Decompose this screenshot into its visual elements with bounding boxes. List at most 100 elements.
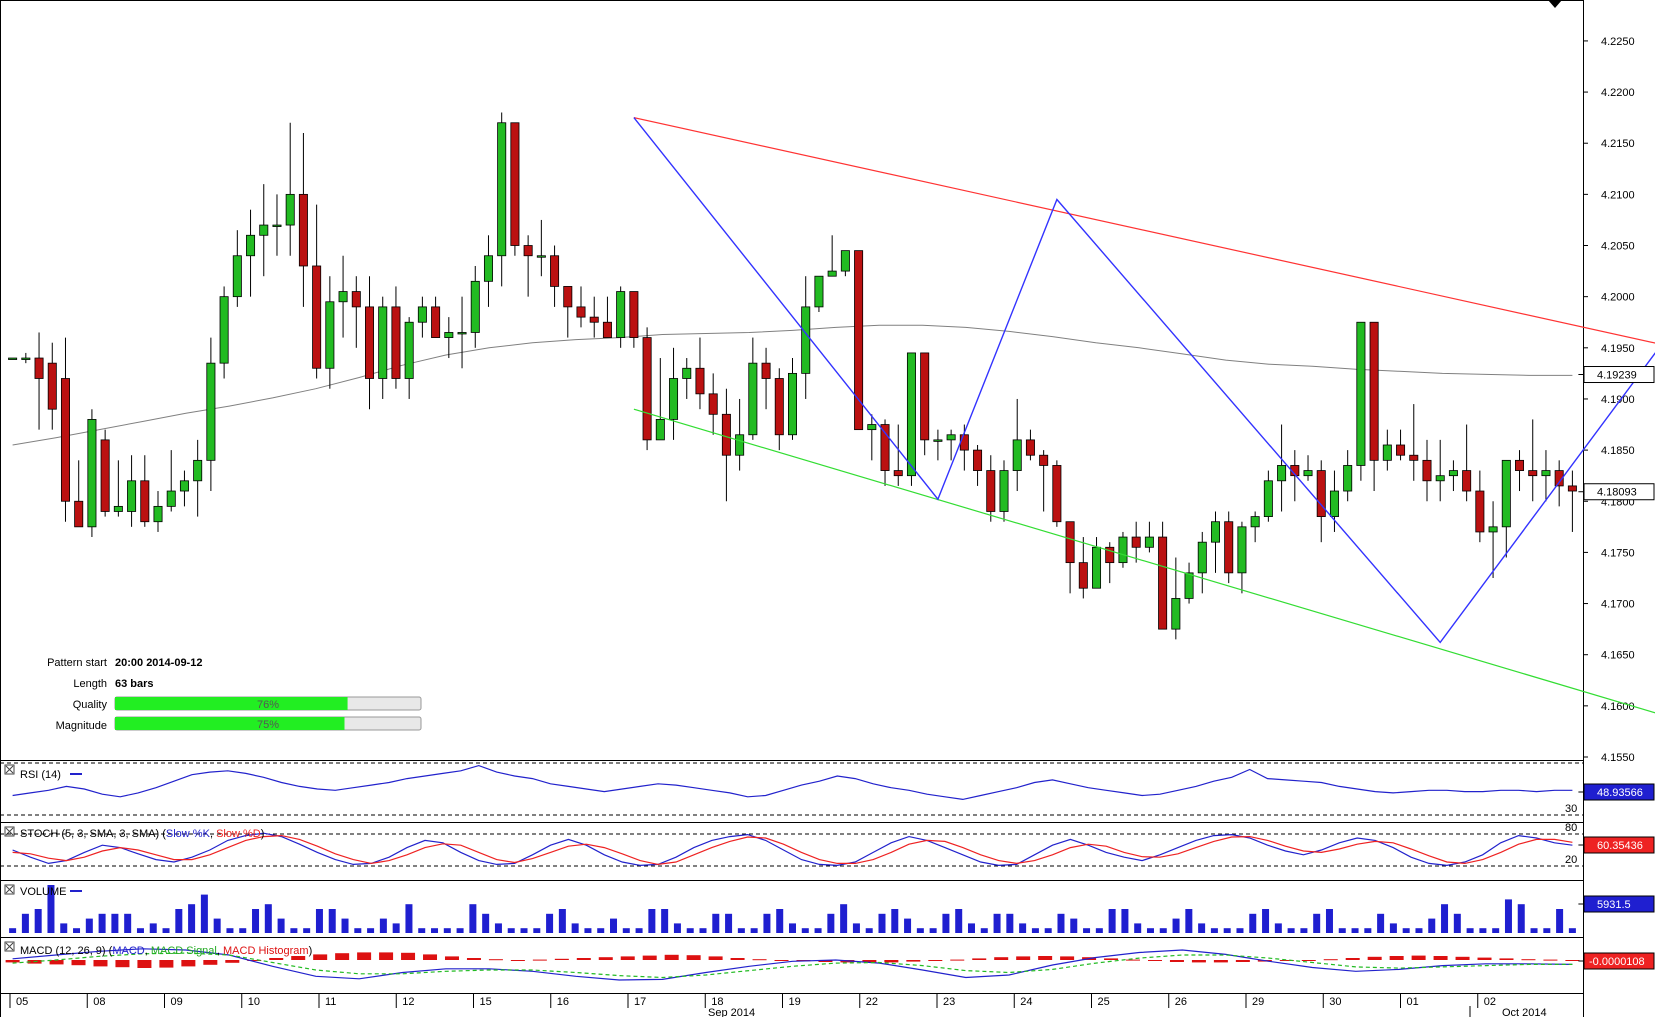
macd-histogram-bar	[1345, 958, 1360, 960]
candle-up	[1092, 546, 1102, 589]
volume-bar	[1428, 918, 1436, 933]
volume-bar	[47, 885, 55, 933]
candle-down	[1105, 546, 1115, 564]
candle-up	[272, 224, 282, 227]
volume-bar	[162, 928, 170, 933]
macd-title-close: )	[309, 945, 313, 957]
volume-bar	[418, 928, 426, 933]
support-line	[633, 408, 1655, 714]
volume-bar	[469, 904, 477, 933]
volume-bar	[1300, 928, 1308, 933]
macd-histogram-bar	[71, 960, 86, 966]
macd-histogram-bar	[510, 960, 525, 961]
candle-up	[153, 505, 163, 523]
candle-down	[365, 306, 375, 379]
macd-legend: MACD	[112, 945, 144, 957]
macd-histogram-bar	[818, 960, 833, 962]
volume-bar	[1415, 928, 1423, 933]
scroll-arrow-icon	[1548, 0, 1562, 8]
candle-up	[801, 306, 811, 374]
macd-histogram-bar	[972, 958, 987, 960]
volume-bar	[367, 928, 375, 933]
candle-down	[523, 245, 533, 257]
price-value-label-box	[1583, 483, 1655, 501]
volume-bar	[290, 928, 298, 933]
candle-up	[483, 255, 493, 282]
y-tick-label: 4.1600	[1601, 701, 1635, 713]
stoch-title-open: (	[159, 828, 166, 840]
candle-down	[431, 306, 441, 338]
macd-title-sep: ,	[145, 945, 151, 957]
macd-histogram-bar	[730, 958, 745, 960]
macd-histogram-bar	[1191, 960, 1206, 963]
candle-up	[669, 378, 679, 420]
volume-bar	[456, 928, 464, 933]
x-tick-label: 10	[248, 996, 260, 1008]
macd-histogram-bar	[49, 960, 64, 965]
volume-bar	[1108, 909, 1116, 933]
candle-down	[1224, 521, 1234, 574]
macd-panel: MACD (12, 26, 9) (MACD, MACD Signal, MAC…	[0, 937, 1655, 981]
volume-bar	[60, 923, 68, 933]
volume-bar	[494, 923, 502, 933]
volume-bar	[648, 909, 656, 933]
pattern-magnitude-label: Magnitude	[56, 720, 107, 732]
pattern-info-box: Pattern start 20:00 2014-09-12 Length 63…	[47, 657, 422, 732]
candle-down	[708, 393, 718, 415]
candle-down	[1316, 470, 1326, 518]
candle-up	[1303, 470, 1313, 477]
candle-down	[1052, 465, 1062, 523]
volume-value-label-text: 5931.5	[1597, 899, 1631, 911]
macd-histogram-bar	[708, 956, 723, 960]
macd-histogram-bar	[884, 960, 899, 963]
volume-bar	[1504, 899, 1512, 933]
volume-bar	[725, 913, 733, 933]
moving-average-line	[12, 324, 1573, 446]
candle-up	[193, 459, 203, 482]
candle-up	[735, 434, 745, 456]
rsi-panel: 30 RSI (14) 48.93566	[0, 760, 1655, 816]
macd-histogram-bar	[598, 957, 613, 960]
volume-bar	[865, 928, 873, 933]
x-tick-label: 26	[1175, 996, 1187, 1008]
volume-bar	[661, 909, 669, 933]
volume-bar	[1325, 909, 1333, 933]
candle-down	[1554, 470, 1564, 487]
volume-bar	[610, 918, 618, 933]
macd-close-icon-mark	[5, 942, 14, 951]
macd-histogram-bar	[1367, 956, 1382, 960]
macd-histogram-bar	[159, 960, 174, 968]
macd-line	[12, 948, 1573, 981]
volume-bar	[379, 918, 387, 933]
rsi-line	[12, 764, 1573, 801]
candle-down	[1039, 454, 1049, 466]
macd-histogram-bar	[1455, 956, 1470, 960]
volume-bar	[1198, 923, 1206, 933]
candle-up	[840, 250, 850, 272]
x-tick-label: 12	[402, 996, 414, 1008]
volume-bar	[1556, 909, 1564, 933]
candle-down	[642, 337, 652, 441]
volume-bar	[1210, 928, 1218, 933]
macd-histogram-bar	[5, 960, 20, 963]
volume-bar	[622, 928, 630, 933]
candle-down	[629, 291, 639, 338]
price-value-label-text: 4.18093	[1597, 487, 1637, 499]
macd-histogram-bar	[203, 960, 218, 965]
candle-up	[827, 270, 837, 277]
x-tick-label: 11	[325, 996, 336, 1008]
macd-histogram-bar	[664, 954, 679, 960]
volume-bar	[443, 928, 451, 933]
volume-bar	[136, 928, 144, 933]
volume-bar	[124, 913, 132, 933]
candle-up	[259, 224, 269, 236]
volume-bar	[507, 928, 515, 933]
macd-histogram-bar	[291, 956, 306, 960]
macd-histogram-bar	[1477, 957, 1492, 960]
volume-bar	[21, 913, 29, 933]
volume-bar	[904, 918, 912, 933]
volume-bar	[1389, 923, 1397, 933]
candle-up	[748, 362, 758, 436]
volume-bar	[98, 913, 106, 933]
volume-bar	[200, 894, 208, 933]
